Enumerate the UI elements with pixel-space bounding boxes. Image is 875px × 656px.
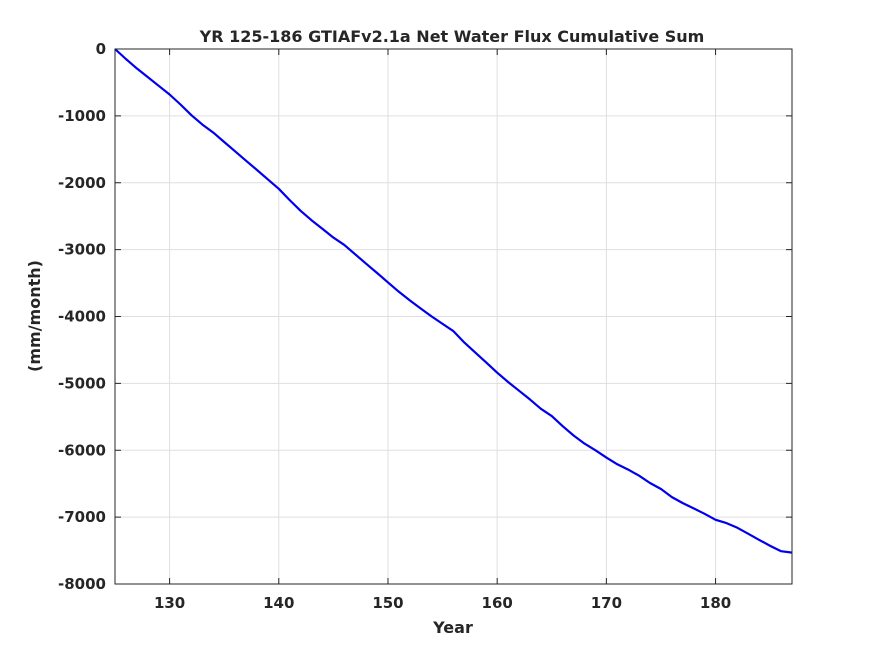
x-tick-label: 160 (482, 594, 513, 612)
y-tick-label: -5000 (58, 374, 106, 392)
x-axis-label: Year (432, 618, 473, 637)
x-tick-label: 140 (263, 594, 294, 612)
y-tick-label: -2000 (58, 174, 106, 192)
y-tick-label: 0 (96, 40, 106, 58)
y-axis-ticks: 0 -1000 -2000 -3000 -4000 -5000 -6000 -7000 -800… (58, 40, 792, 593)
plot-frame (114, 48, 793, 585)
series-line (114, 48, 793, 554)
x-tick-label: 180 (700, 594, 731, 612)
grid (115, 48, 792, 585)
x-tick-label: 170 (591, 594, 622, 612)
x-tick-label: 130 (154, 594, 185, 612)
series-group (114, 48, 793, 554)
y-tick-label: -8000 (58, 575, 106, 593)
y-tick-label: -3000 (58, 241, 106, 259)
y-tick-label: -6000 (58, 441, 106, 459)
y-axis-label: (mm/month) (25, 260, 44, 372)
y-tick-label: -4000 (58, 308, 106, 326)
y-tick-label: -7000 (58, 508, 106, 526)
y-tick-label: -1000 (58, 107, 106, 125)
x-axis-ticks: 130 140 150 160 170 180 (154, 49, 731, 612)
x-tick-label: 150 (372, 594, 403, 612)
chart-title: YR 125-186 GTIAFv2.1a Net Water Flux Cum… (199, 27, 705, 46)
